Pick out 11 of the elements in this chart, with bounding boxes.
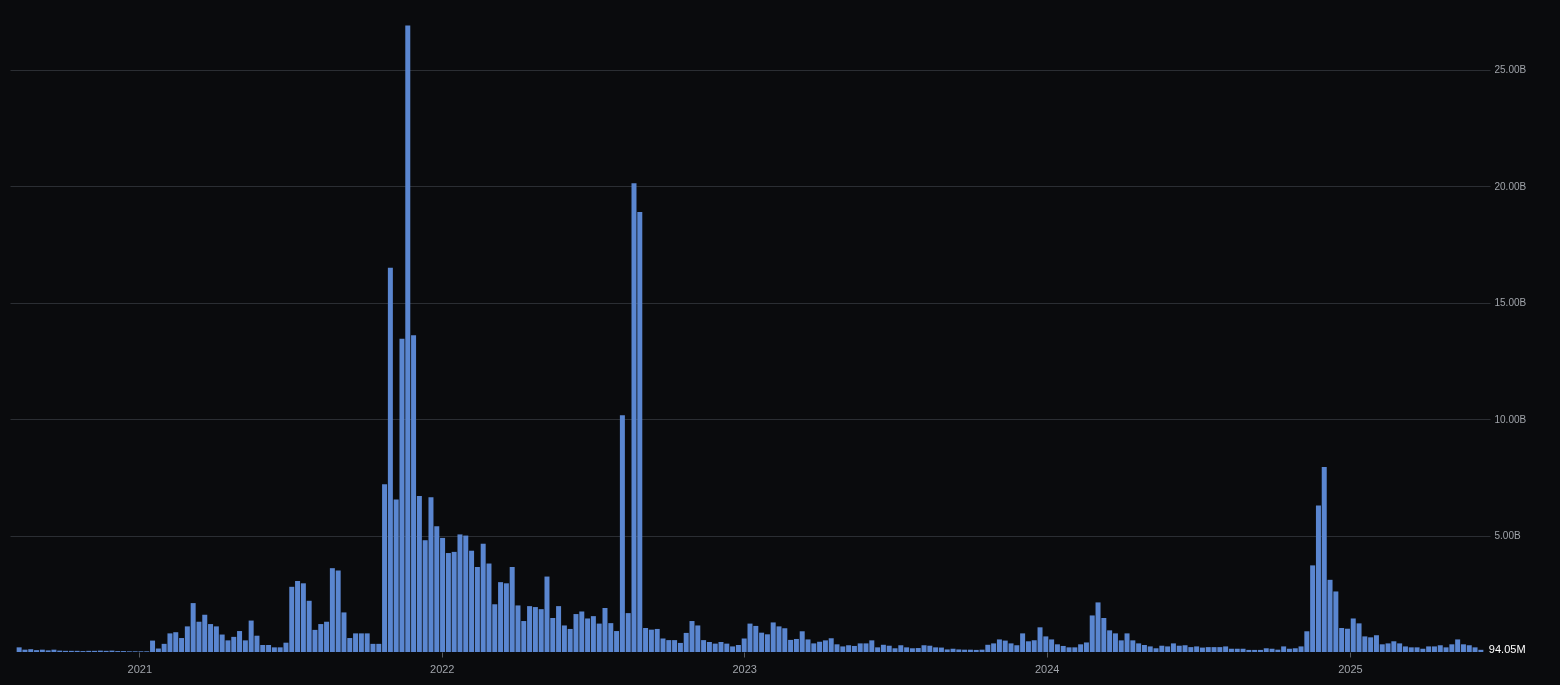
x-tick-label: 2025 [1338, 662, 1363, 675]
y-tick-label: 20.00B [1494, 180, 1527, 192]
y-tick-label: 15.00B [1494, 297, 1527, 309]
annotation: 94.05M [1488, 642, 1526, 655]
y-tick-label: 5.00B [1494, 530, 1521, 542]
y-tick-label: 25.00B [1494, 64, 1527, 76]
x-tick-label: 2021 [127, 662, 153, 675]
x-tick-label: 2022 [430, 662, 455, 675]
x-tick-label: 2024 [1034, 662, 1060, 675]
x-tick-label: 2023 [732, 662, 757, 675]
y-tick-label: 10.00B [1494, 413, 1527, 425]
